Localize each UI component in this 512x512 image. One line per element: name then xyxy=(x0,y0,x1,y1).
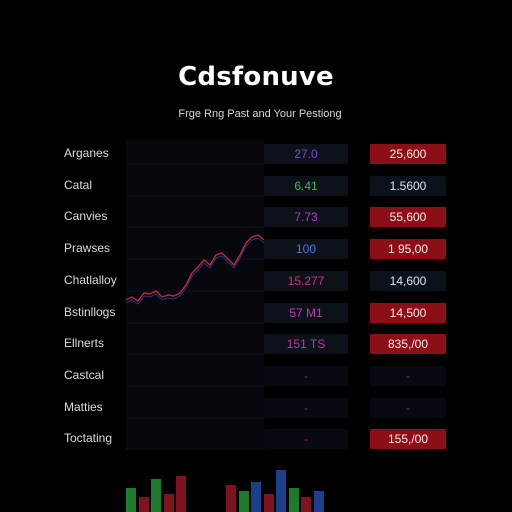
row-label: Arganes xyxy=(64,146,109,160)
row-label: Toctating xyxy=(64,431,113,445)
sparkline-series-shadow xyxy=(126,237,264,305)
chart-background xyxy=(126,140,264,450)
value-cell-a[interactable]: 57 M1 xyxy=(264,303,348,323)
row-label: Chatlalloy xyxy=(64,273,117,287)
row-label: Castcal xyxy=(64,368,105,382)
sparkline-chart xyxy=(126,163,264,450)
bottom-bar xyxy=(176,476,186,512)
bottom-bar-chart xyxy=(126,470,324,512)
bottom-bar xyxy=(289,488,299,512)
bottom-bar xyxy=(276,470,286,512)
value-cell-a[interactable]: 7.73 xyxy=(264,207,348,227)
bottom-bar xyxy=(251,482,261,512)
value-cell-a[interactable]: - xyxy=(264,398,348,418)
value-cell-b[interactable]: 155,/00 xyxy=(370,429,446,449)
value-cell-b[interactable]: 835,/00 xyxy=(370,334,446,354)
value-cell-b[interactable]: - xyxy=(370,366,446,386)
value-cell-b[interactable]: 14,500 xyxy=(370,303,446,323)
bottom-bar xyxy=(164,494,174,512)
bottom-bar xyxy=(151,479,161,512)
bottom-bar xyxy=(301,497,311,512)
chart-gridlines xyxy=(126,163,264,450)
value-cell-b[interactable]: - xyxy=(370,398,446,418)
bottom-bar xyxy=(226,485,236,512)
value-cell-b[interactable]: 55,600 xyxy=(370,207,446,227)
page-subtitle: Frge Rng Past and Your Pestiong xyxy=(178,108,342,120)
row-label: Bstinllogs xyxy=(64,305,116,319)
bottom-bar xyxy=(126,488,136,512)
value-cell-a[interactable]: 100 xyxy=(264,239,348,259)
row-label: Matties xyxy=(64,400,103,414)
row-label: Catal xyxy=(64,178,93,192)
value-cell-a[interactable]: 27.0 xyxy=(264,144,348,164)
row-label: Ellnerts xyxy=(64,336,105,350)
value-cell-a[interactable]: - xyxy=(264,429,348,449)
value-cell-b[interactable]: 1.5600 xyxy=(370,176,446,196)
value-cell-a[interactable]: 6.41 xyxy=(264,176,348,196)
value-cell-b[interactable]: 1 95,00 xyxy=(370,239,446,259)
bottom-bar xyxy=(139,497,149,512)
row-label: Canvies xyxy=(64,209,108,223)
value-cell-a[interactable]: 15.277 xyxy=(264,271,348,291)
sparkline-series xyxy=(126,234,264,302)
value-cell-a[interactable]: 151 TS xyxy=(264,334,348,354)
value-cell-b[interactable]: 14,600 xyxy=(370,271,446,291)
page-title: Cdsfonuve xyxy=(178,62,334,92)
bottom-bar xyxy=(314,491,324,512)
row-label: Prawses xyxy=(64,241,111,255)
value-cell-a[interactable]: - xyxy=(264,366,348,386)
value-cell-b[interactable]: 25,600 xyxy=(370,144,446,164)
bottom-bar xyxy=(239,491,249,512)
bottom-bar xyxy=(264,494,274,512)
